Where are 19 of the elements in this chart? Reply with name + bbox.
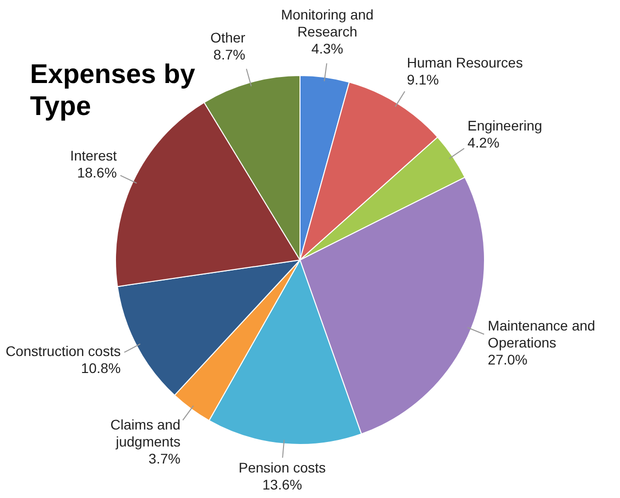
slice-label: Maintenance and Operations — [488, 318, 596, 351]
slice-label: Human Resources — [406, 54, 523, 70]
data-label: 10.8% — [81, 360, 121, 376]
slice-label: Other — [210, 30, 246, 46]
slice-label: Monitoring and Research — [280, 6, 374, 40]
data-label: 8.7% — [213, 46, 246, 63]
slice-label: Engineering — [467, 117, 542, 134]
data-label: 4.3% — [311, 40, 344, 56]
data-label: 18.6% — [77, 164, 117, 180]
data-label: 27.0% — [488, 352, 528, 368]
slice-label: Claims and judgments — [110, 416, 180, 450]
data-label: 3.7% — [148, 450, 180, 466]
data-label: 13.6% — [262, 476, 302, 493]
slice-label: Pension costs — [238, 460, 326, 476]
slice-label: Construction costs — [6, 342, 121, 359]
data-label: 9.1% — [406, 71, 439, 88]
data-label: 4.2% — [467, 134, 500, 150]
text: Expenses by Type — [30, 58, 196, 122]
slice-label: Interest — [70, 147, 117, 164]
